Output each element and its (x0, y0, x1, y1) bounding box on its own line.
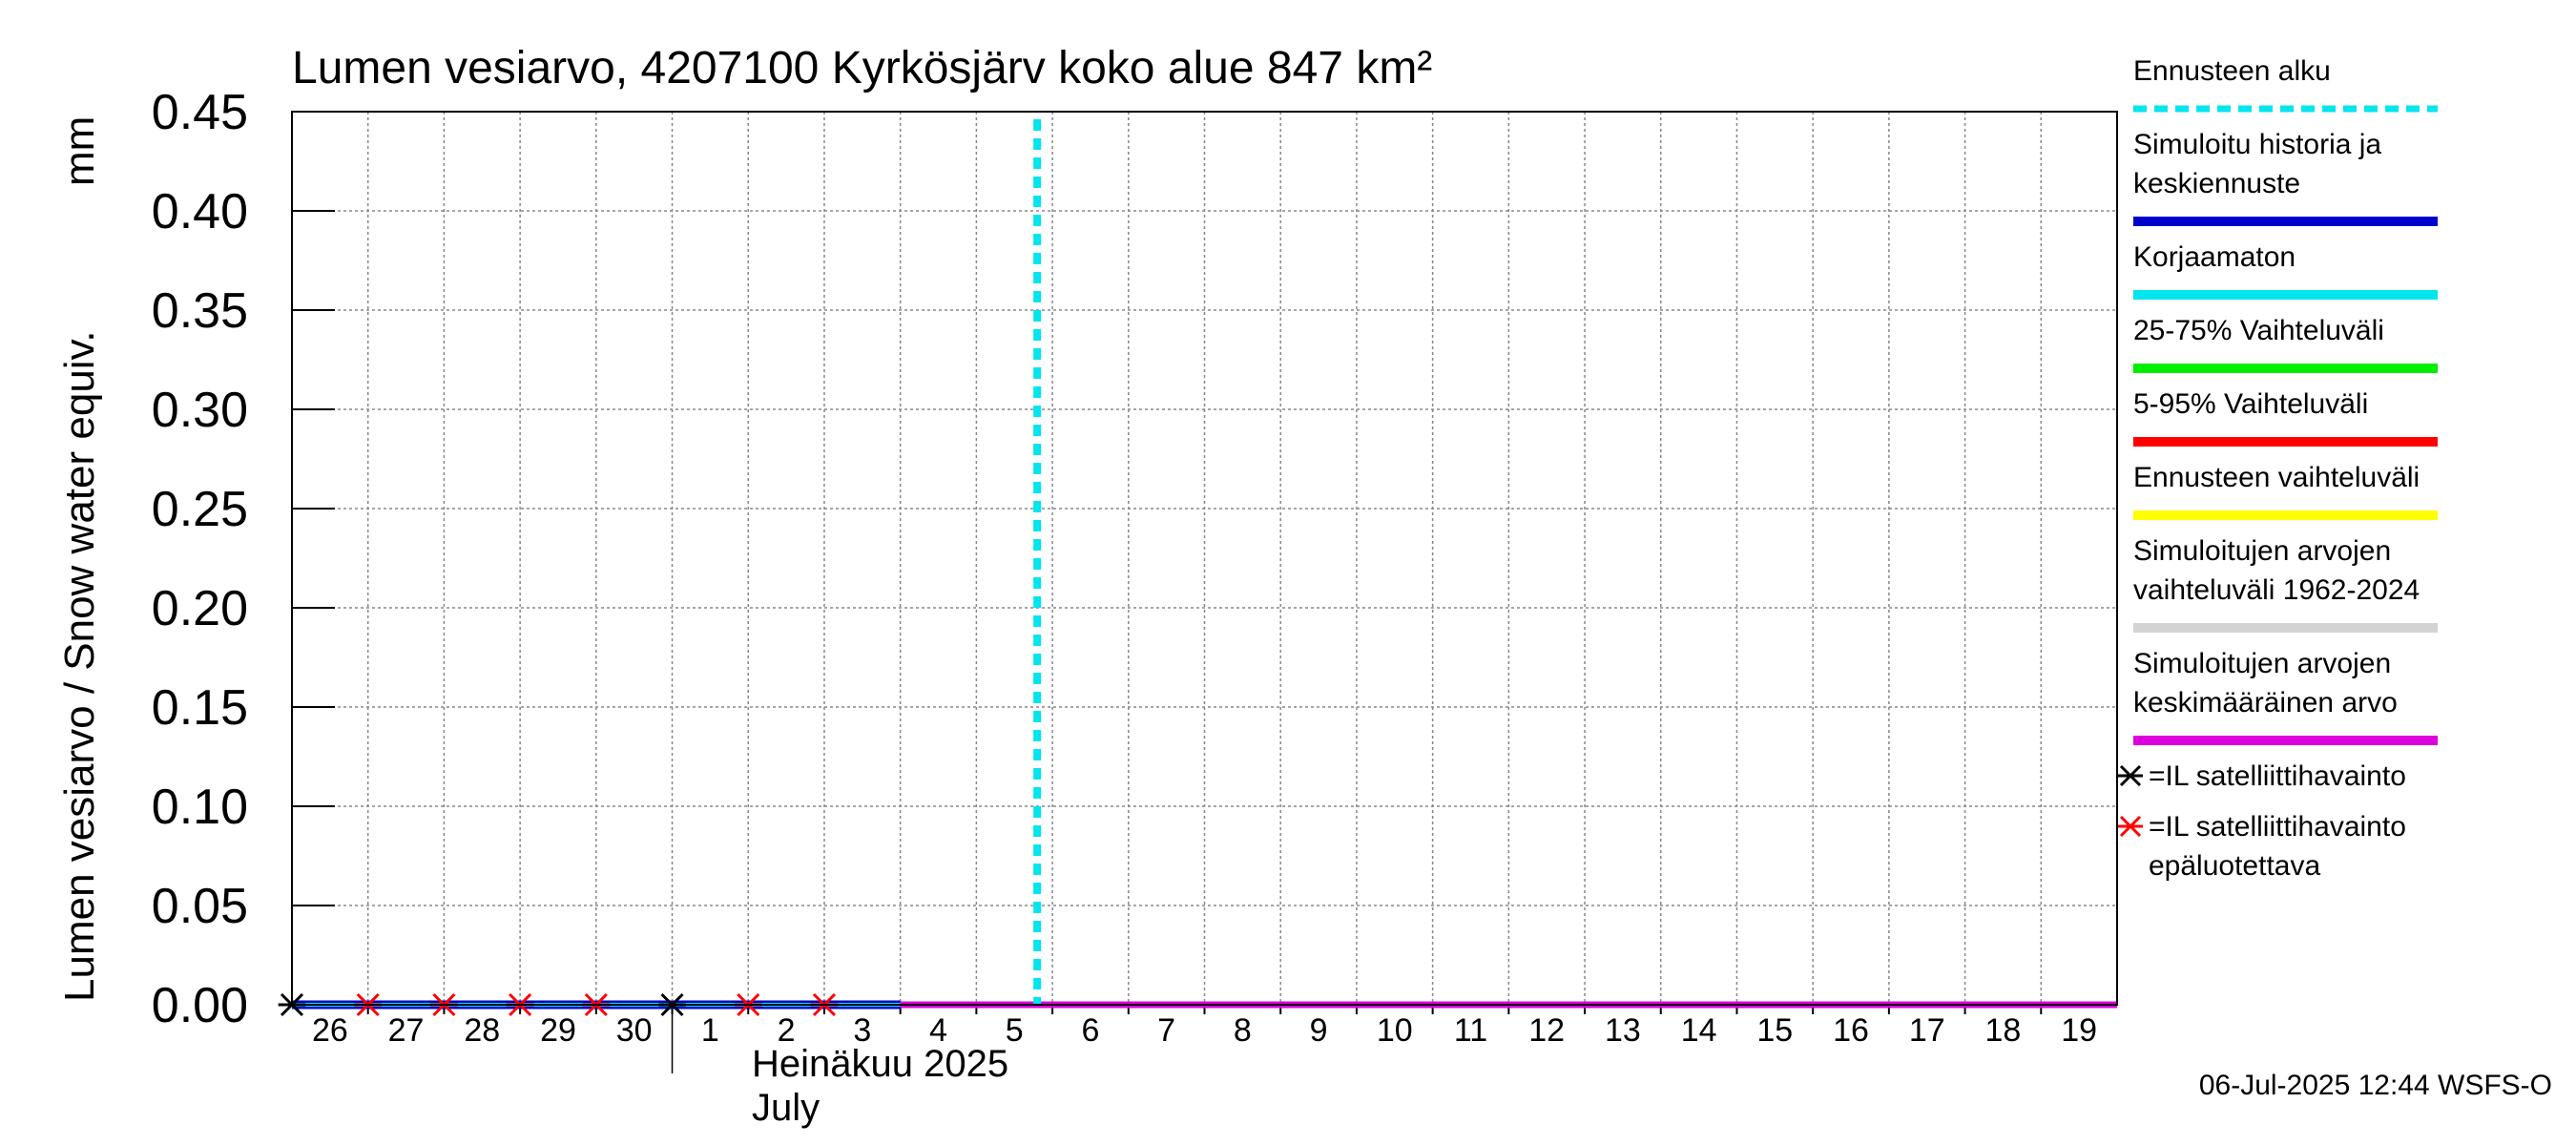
x-tick-label: 13 (1605, 1012, 1641, 1049)
y-tick-label: 0.05 (152, 879, 248, 934)
x-tick-label: 30 (616, 1012, 653, 1049)
x-tick-label: 14 (1681, 1012, 1717, 1049)
legend-label: =IL satelliittihavainto (2149, 811, 2406, 843)
x-tick-label: 17 (1909, 1012, 1945, 1049)
legend-item: 5-95% Vaihteluväli (2133, 388, 2438, 447)
x-tick-label: 11 (1454, 1012, 1487, 1049)
y-tick-label: 0.00 (152, 978, 248, 1033)
legend-item: =IL satelliittihavainto (2118, 760, 2406, 792)
legend-item: 25-75% Vaihteluväli (2133, 315, 2438, 373)
x-tick-label: 29 (540, 1012, 576, 1049)
legend-label: =IL satelliittihavainto (2149, 760, 2406, 792)
series-layer (292, 119, 2117, 1010)
legend-label: Ennusteen alku (2133, 55, 2331, 87)
chart-title: Lumen vesiarvo, 4207100 Kyrkösjärv koko … (292, 43, 1432, 94)
x-tick-label: 26 (312, 1012, 348, 1049)
y-tick-label: 0.45 (152, 85, 248, 140)
legend-label: Korjaamaton (2133, 241, 2296, 273)
x-tick-label: 28 (464, 1012, 500, 1049)
x-tick-label: 3 (853, 1012, 871, 1049)
x-tick-label: 12 (1528, 1012, 1565, 1049)
x-tick-label: 19 (2061, 1012, 2097, 1049)
y-tick-label: 0.40 (152, 184, 248, 239)
y-axis-label: Lumen vesiarvo / Snow water equiv. (56, 330, 103, 1002)
x-tick-label: 5 (1006, 1012, 1024, 1049)
x-ticks: 26 27 28 29 30 1 2 3 4 5 6 7 8 9 10 11 12 13 14 15 16 17 18 19 (312, 1005, 2097, 1073)
legend-label: keskiennuste (2133, 168, 2300, 199)
legend-item: Simuloitujen arvojen vaihteluväli 1962-20… (2133, 535, 2438, 633)
x-tick-label: 4 (929, 1012, 947, 1049)
x-tick-label: 2 (778, 1012, 796, 1049)
legend-label: Simuloitu historia ja (2133, 129, 2381, 160)
timestamp: 06-Jul-2025 12:44 WSFS-O (2199, 1070, 2552, 1101)
legend-label: epäluotettava (2149, 850, 2320, 882)
legend-label: vaihteluväli 1962-2024 (2133, 574, 2420, 606)
legend-label: keskimääräinen arvo (2133, 687, 2398, 718)
legend-label: Ennusteen vaihteluväli (2133, 462, 2420, 493)
y-tick-label: 0.10 (152, 780, 248, 835)
grid (292, 112, 2117, 1005)
month-label-en: July (752, 1087, 820, 1129)
month-label: Heinäkuu 2025 (752, 1043, 1008, 1085)
legend-item: Ennusteen alku (2133, 55, 2438, 113)
legend-label: Simuloitujen arvojen (2133, 648, 2391, 679)
legend-label: 25-75% Vaihteluväli (2133, 315, 2384, 346)
legend-item: Ennusteen vaihteluväli (2133, 462, 2438, 520)
x-tick-label: 7 (1157, 1012, 1175, 1049)
x-tick-label: 18 (1985, 1012, 2022, 1049)
legend-item: =IL satelliittihavainto epäluotettava (2118, 811, 2406, 882)
y-tick-label: 0.25 (152, 482, 248, 537)
y-tick-label: 0.15 (152, 680, 248, 736)
legend-label: Simuloitujen arvojen (2133, 535, 2391, 567)
y-axis-unit: mm (56, 116, 103, 186)
legend: Ennusteen alku Simuloitu historia ja keski… (2118, 55, 2438, 882)
legend-item: Korjaamaton (2133, 241, 2438, 300)
x-tick-label: 27 (388, 1012, 425, 1049)
x-tick-label: 10 (1377, 1012, 1413, 1049)
x-tick-label: 8 (1234, 1012, 1252, 1049)
plot-frame (291, 111, 2118, 1006)
x-tick-label: 1 (701, 1012, 719, 1049)
legend-item: Simuloitu historia ja keskiennuste (2133, 129, 2438, 226)
y-tick-label: 0.20 (152, 581, 248, 636)
x-tick-label: 6 (1081, 1012, 1099, 1049)
x-tick-label: 16 (1833, 1012, 1869, 1049)
x-tick-label: 15 (1756, 1012, 1793, 1049)
y-ticks: 0.00 0.05 0.10 0.15 0.20 0.25 0.30 0.35 0.40 0.45 (152, 85, 335, 1033)
y-tick-label: 0.35 (152, 283, 248, 339)
x-tick-label: 9 (1310, 1012, 1328, 1049)
legend-label: 5-95% Vaihteluväli (2133, 388, 2368, 420)
y-tick-label: 0.30 (152, 383, 248, 438)
legend-item: Simuloitujen arvojen keskimääräinen arvo (2133, 648, 2438, 745)
